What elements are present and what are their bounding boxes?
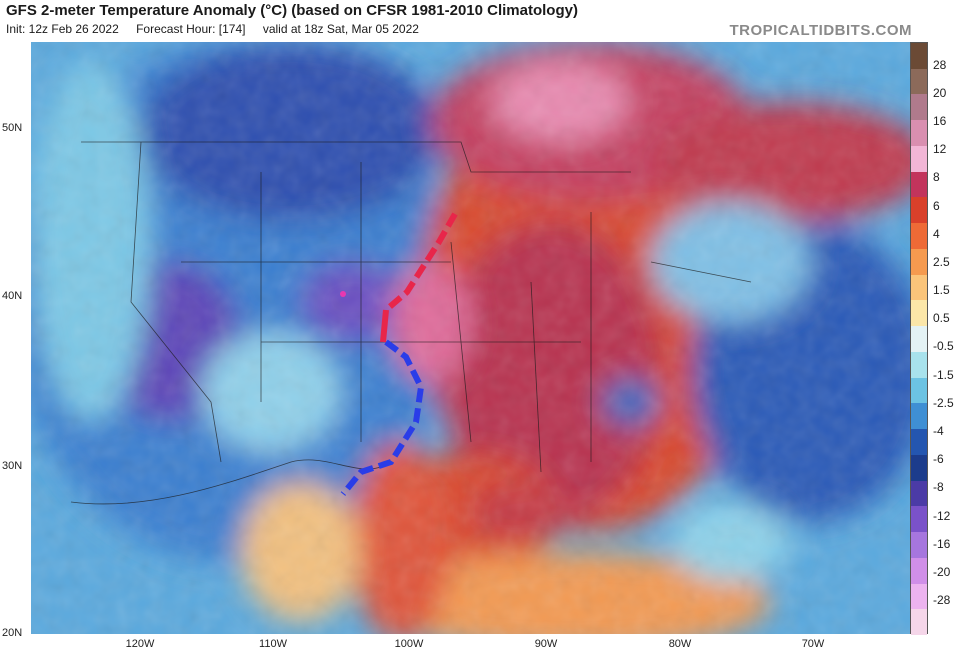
colorbar-segment: [911, 43, 927, 70]
cold-front-line: [340, 339, 425, 496]
temperature-anomaly-map: [31, 42, 910, 634]
lon-label: 100W: [394, 638, 424, 650]
colorbar-segment: [911, 300, 927, 327]
colorbar-segment: [911, 351, 927, 379]
warm-front-line: [384, 212, 458, 313]
colorbar-label: -12: [933, 508, 951, 523]
colorbar-label: -8: [933, 480, 944, 495]
lat-label: 30N: [2, 460, 23, 472]
colorbar-segment: [911, 377, 927, 404]
lat-label: 40N: [2, 290, 23, 302]
colorbar-label: -1.5: [933, 367, 954, 382]
colorbar-label: 6: [933, 198, 940, 213]
colorbar-segment: [911, 94, 927, 121]
lat-label: 20N: [2, 627, 23, 639]
colorbar-label: 28: [933, 57, 947, 72]
colorbar-segment: [911, 454, 927, 482]
colorbar-segment: [911, 326, 927, 353]
colorbar-label: 0.5: [933, 311, 950, 326]
colorbar-segment: [911, 532, 927, 559]
map-svg: [31, 42, 910, 634]
colorbar-label: 4: [933, 226, 940, 241]
colorbar-segment: [911, 145, 927, 173]
colorbar-segment: [911, 248, 927, 276]
map-title: GFS 2-meter Temperature Anomaly (°C) (ba…: [6, 2, 578, 19]
colorbar-label: -28: [933, 593, 951, 608]
lat-label: 50N: [2, 122, 23, 134]
colorbar-label: 12: [933, 142, 947, 157]
lon-label: 110W: [259, 638, 287, 650]
colorbar-label: -4: [933, 424, 944, 439]
forecast-hour: Forecast Hour: [174]: [136, 22, 246, 36]
colorbar-segment: [911, 583, 927, 610]
brand-watermark: TROPICALTIDBITS.COM: [729, 22, 912, 39]
colorbar-segment: [911, 223, 927, 250]
colorbar-segment: [911, 171, 927, 198]
colorbar-segment: [911, 197, 927, 224]
colorbar-segment: [911, 429, 927, 456]
colorbar-label: -0.5: [933, 339, 954, 354]
lon-label: 90W: [534, 638, 558, 650]
colorbar-segment: [911, 274, 927, 301]
colorbar-segment: [911, 506, 927, 533]
marker-dot: [340, 291, 346, 297]
lon-label: 120W: [125, 638, 155, 650]
colorbar-segment: [911, 609, 927, 636]
colorbar-label: -20: [933, 564, 951, 579]
colorbar-label: 8: [933, 170, 940, 185]
lon-label: 70W: [801, 638, 825, 650]
map-subtitle: Init: 12z Feb 26 2022 Forecast Hour: [17…: [6, 22, 433, 36]
state-borders: [70, 141, 752, 505]
colorbar-label: 2.5: [933, 254, 950, 269]
colorbar-segment: [911, 403, 927, 430]
colorbar-label: 20: [933, 85, 947, 100]
colorbar-label: 1.5: [933, 283, 950, 298]
colorbar-segment: [911, 557, 927, 585]
colorbar-segment: [911, 120, 927, 147]
colorbar-label: -6: [933, 452, 944, 467]
colorbar: [910, 42, 928, 636]
colorbar-label: 16: [933, 113, 947, 128]
colorbar-segment: [911, 68, 927, 95]
colorbar-label: -2.5: [933, 395, 954, 410]
lon-label: 80W: [668, 638, 692, 650]
init-time: Init: 12z Feb 26 2022: [6, 22, 119, 36]
warm-front-stub: [380, 309, 389, 343]
colorbar-segment: [911, 480, 927, 507]
colorbar-label: -16: [933, 536, 951, 551]
valid-time: valid at 18z Sat, Mar 05 2022: [262, 22, 419, 36]
